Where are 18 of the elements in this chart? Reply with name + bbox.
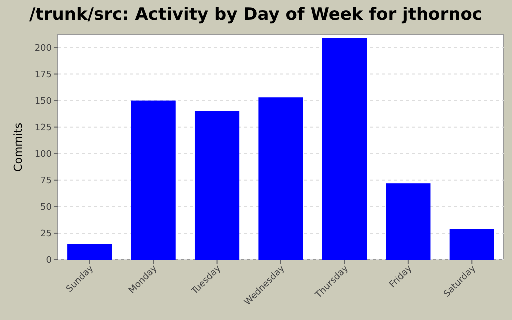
bar bbox=[386, 184, 431, 260]
y-tick-label: 100 bbox=[34, 150, 52, 160]
bar bbox=[258, 98, 304, 260]
y-tick-label: 0 bbox=[46, 256, 52, 266]
y-tick-label: 150 bbox=[34, 96, 52, 107]
y-tick-label: 25 bbox=[40, 230, 52, 240]
y-tick-label: 175 bbox=[34, 70, 52, 80]
y-tick-label: 125 bbox=[34, 123, 52, 134]
y-tick-label: 200 bbox=[34, 44, 52, 54]
bar bbox=[131, 100, 176, 260]
y-tick-label: 50 bbox=[40, 203, 52, 214]
chart-title: /trunk/src: Activity by Day of Week for jthornoc bbox=[30, 5, 482, 25]
bar bbox=[322, 38, 368, 260]
bar bbox=[68, 244, 112, 260]
y-tick-label: 75 bbox=[40, 176, 52, 187]
bar bbox=[450, 229, 494, 260]
y-axis-title: Commits bbox=[12, 122, 25, 172]
bar bbox=[194, 111, 240, 260]
